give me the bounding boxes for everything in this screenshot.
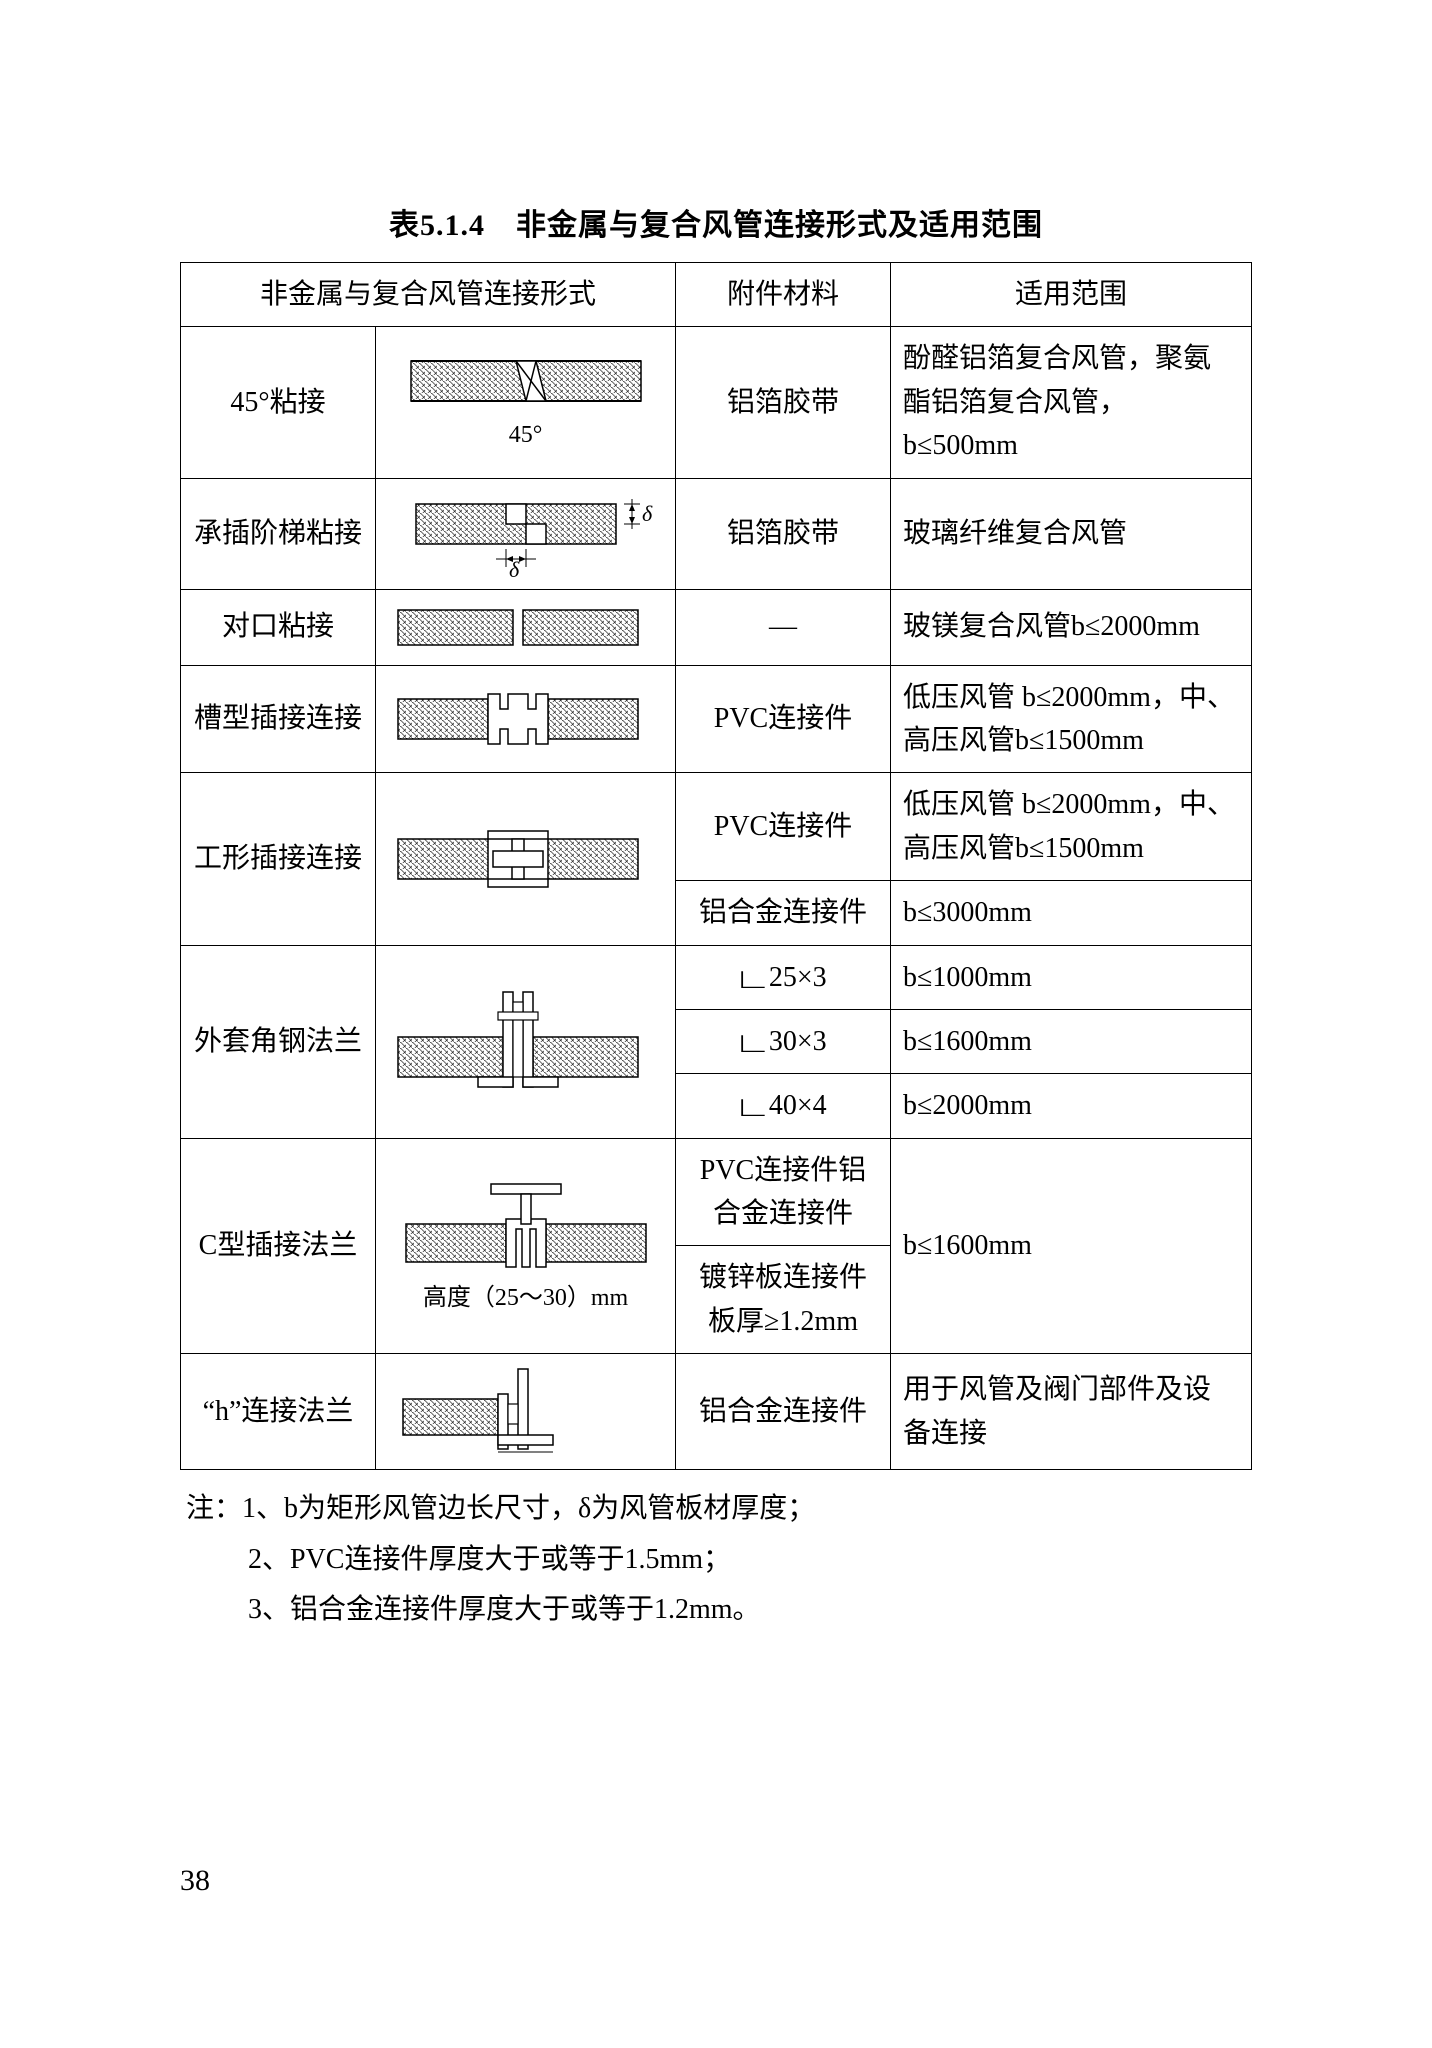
row8-figure <box>376 1354 676 1470</box>
angle-icon <box>739 1090 768 1121</box>
row6-scope-1: b≤1000mm <box>891 945 1252 1009</box>
row4-figure <box>376 665 676 773</box>
note-1: 注：1、b为矩形风管边长尺寸，δ为风管板材厚度； <box>186 1484 1252 1534</box>
delta-label-h: δ <box>509 557 520 579</box>
note-3: 3、铝合金连接件厚度大于或等于1.2mm。 <box>186 1585 1252 1635</box>
row3-material: — <box>676 589 891 665</box>
row6-material-3: 40×4 <box>676 1074 891 1138</box>
row1-scope: 酚醛铝箔复合风管，聚氨酯铝箔复合风管，b≤500mm <box>891 327 1252 478</box>
table-row: “h”连接法兰 铝合金连接件 用于风管及阀门部件及设备连接 <box>181 1354 1252 1470</box>
row8-name: “h”连接法兰 <box>181 1354 376 1470</box>
row3-figure <box>376 589 676 665</box>
table-row: 外套角钢法兰 25×3 b≤1000mm <box>181 945 1252 1009</box>
row4-scope: 低压风管 b≤2000mm，中、高压风管b≤1500mm <box>891 665 1252 773</box>
angle-icon <box>739 1026 768 1057</box>
header-row: 非金属与复合风管连接形式 附件材料 适用范围 <box>181 263 1252 327</box>
fig-ishape <box>388 821 648 896</box>
row7-material-2: 镀锌板连接件板厚≥1.2mm <box>676 1246 891 1354</box>
row8-material: 铝合金连接件 <box>676 1354 891 1470</box>
row2-scope: 玻璃纤维复合风管 <box>891 478 1252 589</box>
row7-name: C型插接法兰 <box>181 1138 376 1354</box>
page-number: 38 <box>180 1864 210 1898</box>
row2-figure: δ δ <box>376 478 676 589</box>
connection-table: 非金属与复合风管连接形式 附件材料 适用范围 45°粘接 <box>180 262 1252 1470</box>
table-row: 对口粘接 — 玻镁复合风管b≤2000mm <box>181 589 1252 665</box>
row2-name: 承插阶梯粘接 <box>181 478 376 589</box>
row7-fig-caption: 高度（25～30）mm <box>423 1280 628 1317</box>
angle-icon <box>739 962 768 993</box>
row6-material-2: 30×3 <box>676 1009 891 1073</box>
row1-fig-caption: 45° <box>509 417 543 454</box>
row4-material: PVC连接件 <box>676 665 891 773</box>
row5-figure <box>376 773 676 945</box>
row6-scope-2: b≤1600mm <box>891 1009 1252 1073</box>
page: 表5.1.4 非金属与复合风管连接形式及适用范围 非金属与复合风管连接形式 附件… <box>0 0 1432 2048</box>
row1-name: 45°粘接 <box>181 327 376 478</box>
table-row: 工形插接连接 PVC连接件 低压风管 b≤2000mm，中、高压风管b≤1500… <box>181 773 1252 881</box>
note-2: 2、PVC连接件厚度大于或等于1.5mm； <box>186 1535 1252 1585</box>
row5-scope-1: 低压风管 b≤2000mm，中、高压风管b≤1500mm <box>891 773 1252 881</box>
table-notes: 注：1、b为矩形风管边长尺寸，δ为风管板材厚度； 2、PVC连接件厚度大于或等于… <box>180 1484 1252 1635</box>
fig-h-flange <box>388 1364 648 1459</box>
row1-figure: 45° <box>376 327 676 478</box>
row3-name: 对口粘接 <box>181 589 376 665</box>
table-row: 承插阶梯粘接 δ <box>181 478 1252 589</box>
row6-name: 外套角钢法兰 <box>181 945 376 1138</box>
fig-slot <box>388 684 648 754</box>
header-scope: 适用范围 <box>891 263 1252 327</box>
row4-name: 槽型插接连接 <box>181 665 376 773</box>
header-form: 非金属与复合风管连接形式 <box>181 263 676 327</box>
row2-material: 铝箔胶带 <box>676 478 891 589</box>
row6-figure <box>376 945 676 1138</box>
row7-figure: 高度（25～30）mm <box>376 1138 676 1354</box>
delta-label-v: δ <box>642 501 653 526</box>
row7-material-1: PVC连接件铝合金连接件 <box>676 1138 891 1246</box>
row5-material-2: 铝合金连接件 <box>676 881 891 945</box>
row3-scope: 玻镁复合风管b≤2000mm <box>891 589 1252 665</box>
fig-45deg <box>401 351 651 411</box>
table-title: 表5.1.4 非金属与复合风管连接形式及适用范围 <box>180 200 1252 244</box>
table-row: C型插接法兰 高度（25～30）mm PVC连接件铝合金连接件 b <box>181 1138 1252 1246</box>
header-material: 附件材料 <box>676 263 891 327</box>
row1-material: 铝箔胶带 <box>676 327 891 478</box>
fig-butt <box>388 600 648 655</box>
row5-material-1: PVC连接件 <box>676 773 891 881</box>
table-row: 45°粘接 <box>181 327 1252 478</box>
row6-material-1: 25×3 <box>676 945 891 1009</box>
row5-scope-2: b≤3000mm <box>891 881 1252 945</box>
fig-c-flange <box>396 1174 656 1274</box>
row6-scope-3: b≤2000mm <box>891 1074 1252 1138</box>
fig-step: δ δ <box>396 489 656 579</box>
row8-scope: 用于风管及阀门部件及设备连接 <box>891 1354 1252 1470</box>
table-row: 槽型插接连接 PVC连接件 低压风管 b≤2000mm，中、高压风管b≤1500… <box>181 665 1252 773</box>
fig-angle-flange <box>388 982 648 1102</box>
row7-scope: b≤1600mm <box>891 1138 1252 1354</box>
row5-name: 工形插接连接 <box>181 773 376 945</box>
